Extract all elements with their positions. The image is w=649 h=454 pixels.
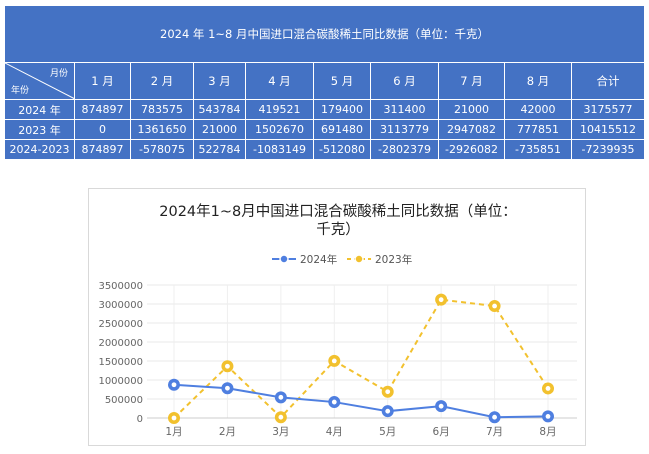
data-point-center [171, 415, 177, 421]
legend-label: 2023年 [375, 253, 412, 266]
table-cell: 179400 [313, 99, 371, 120]
table-cell: -735851 [504, 139, 572, 160]
y-tick-label: 3500000 [98, 281, 143, 292]
row-label: 2024 年 [4, 99, 75, 120]
x-tick-label: 3月 [272, 426, 289, 438]
y-tick-label: 2000000 [98, 338, 143, 349]
legend-marker [279, 254, 289, 264]
table-cell: 522784 [193, 139, 246, 160]
series-line [173, 298, 549, 419]
y-tick-label: 2500000 [98, 319, 143, 330]
table-cell: 42000 [504, 99, 572, 120]
table-cell: 10415512 [571, 119, 645, 140]
table-cell: 311400 [370, 99, 439, 120]
data-table: 2024 年 1~8 月中国进口混合碳酸稀土同比数据（单位：千克） 月份 年份 … [4, 5, 645, 160]
legend-marker [354, 254, 364, 264]
table-title: 2024 年 1~8 月中国进口混合碳酸稀土同比数据（单位：千克） [4, 5, 645, 63]
chart-title-line: 千克） [316, 221, 360, 238]
table-cell: 2947082 [438, 119, 505, 140]
row-label: 2024-2023 [4, 139, 75, 160]
line-chart: 2024年1~8月中国进口混合碳酸稀土同比数据（单位：千克） 0 500000 100… [98, 203, 577, 438]
y-tick-label: 3000000 [98, 300, 143, 311]
y-tick-label: 1000000 [98, 376, 143, 387]
table-cell: -512080 [313, 139, 371, 160]
table-corner-cell: 月份 年份 [4, 62, 75, 100]
x-tick-label: 6月 [433, 426, 450, 438]
data-point-center [385, 389, 391, 395]
column-header: 2 月 [130, 62, 194, 100]
corner-diagonal [5, 63, 74, 99]
table-cell: 543784 [193, 99, 246, 120]
table-cell: 419521 [245, 99, 314, 120]
table-cell: -578075 [130, 139, 194, 160]
data-point-center [545, 414, 551, 419]
data-point-center [225, 363, 230, 369]
row-label: 2023 年 [4, 119, 75, 140]
table-cell: -2802379 [370, 139, 439, 160]
data-point-center [171, 382, 177, 388]
table-cell: 0 [74, 119, 131, 140]
column-header: 3 月 [193, 62, 246, 100]
table-cell: 3113779 [370, 119, 439, 140]
x-tick-label: 7月 [486, 426, 503, 438]
x-tick-label: 1月 [165, 426, 182, 438]
y-tick-label: 500000 [105, 395, 143, 406]
column-header: 合计 [571, 62, 645, 100]
chart-title-line: 2024年1~8月中国进口混合碳酸稀土同比数据（单位： [159, 203, 517, 220]
data-point-center [331, 399, 337, 405]
table-cell: 3175577 [571, 99, 645, 120]
table-cell: -7239935 [571, 139, 645, 160]
table-cell: -2926082 [438, 139, 505, 160]
column-header: 5 月 [313, 62, 371, 100]
column-header: 4 月 [245, 62, 314, 100]
data-point-center [545, 386, 551, 391]
data-point-center [438, 297, 444, 303]
data-point-center [278, 414, 284, 420]
data-point-center [385, 408, 391, 414]
table-cell: 777851 [504, 119, 572, 140]
data-point-center [492, 303, 497, 309]
x-tick-label: 2月 [219, 426, 236, 438]
data-point-center [331, 358, 337, 364]
chart-panel: 2024年1~8月中国进口混合碳酸稀土同比数据（单位： 千克） 0 500000 100… [88, 188, 586, 446]
table-cell: 21000 [193, 119, 246, 140]
table-cell: 783575 [130, 99, 194, 120]
x-tick-label: 5月 [379, 426, 396, 438]
data-point-center [492, 414, 497, 420]
series-line [173, 383, 549, 419]
column-header: 6 月 [370, 62, 439, 100]
column-header: 8 月 [504, 62, 572, 100]
table-cell: 874897 [74, 99, 131, 120]
data-point-center [278, 394, 284, 400]
table-cell: 21000 [438, 99, 505, 120]
x-tick-label: 4月 [326, 426, 343, 438]
data-point-center [438, 403, 444, 409]
x-tick-label: 8月 [539, 426, 556, 438]
y-tick-label: 0 [137, 414, 143, 425]
y-tick-label: 1500000 [98, 357, 143, 368]
table-cell: -1083149 [245, 139, 314, 160]
column-header: 1 月 [74, 62, 131, 100]
table-cell: 691480 [313, 119, 371, 140]
table-cell: 1502670 [245, 119, 314, 140]
table-cell: 874897 [74, 139, 131, 160]
column-header: 7 月 [438, 62, 505, 100]
data-point-center [225, 385, 230, 391]
corner-month-label: 月份 [49, 69, 68, 79]
legend-label: 2024年 [300, 253, 337, 266]
table-cell: 1361650 [130, 119, 194, 140]
corner-year-label: 年份 [11, 86, 30, 96]
